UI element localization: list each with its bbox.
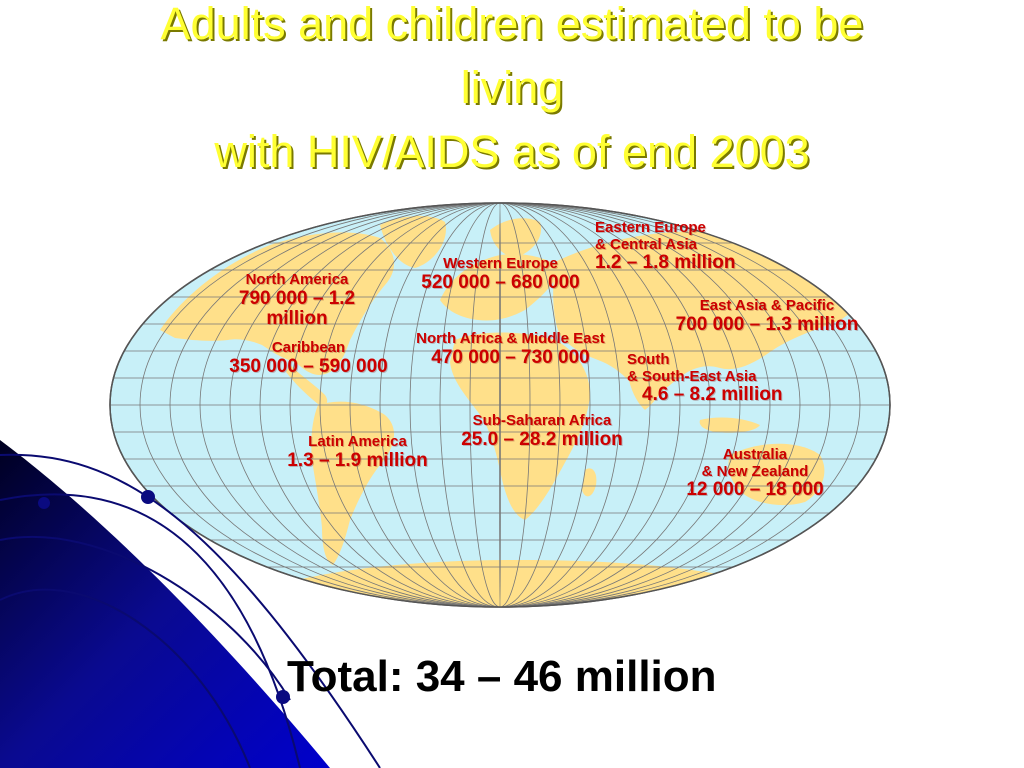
region-name: & South-East Asia — [627, 367, 757, 385]
region-value: 1.2 – 1.8 million — [595, 252, 736, 273]
region-value: 350 000 – 590 000 — [229, 355, 388, 377]
label-sub-saharan-africa: Sub-Saharan Africa 25.0 – 28.2 million — [447, 412, 637, 450]
label-western-europe: Western Europe 520 000 – 680 000 — [408, 255, 593, 293]
region-name: Western Europe — [443, 255, 558, 272]
region-name: & Central Asia — [595, 235, 697, 253]
label-north-america: North America 790 000 – 1.2 million — [222, 271, 372, 330]
label-south-southeast-asia: South & South-East Asia 4.6 – 8.2 millio… — [627, 351, 783, 406]
globe-outline — [109, 202, 891, 608]
wedge-shape — [0, 440, 330, 768]
region-name: Australia — [722, 446, 788, 463]
decor-arc — [0, 493, 301, 768]
region-value: 700 000 – 1.3 million — [675, 313, 859, 335]
region-value: 1.3 – 1.9 million — [287, 449, 428, 471]
region-name: East Asia & Pacific — [699, 297, 835, 314]
landmass-madagascar — [582, 468, 597, 497]
decor-arc — [0, 588, 251, 768]
label-east-asia-pacific: East Asia & Pacific 700 000 – 1.3 millio… — [662, 297, 872, 335]
landmass-central-america — [286, 365, 328, 406]
decor-arc — [0, 535, 291, 701]
landmass-japan — [796, 303, 813, 334]
label-latin-america: Latin America 1.3 – 1.9 million — [275, 433, 440, 471]
label-australia-new-zealand: Australia & New Zealand 12 000 – 18 000 — [675, 446, 835, 501]
region-value: million — [266, 308, 328, 330]
title-line-3: with HIV/AIDS as of end 2003 — [214, 126, 810, 177]
total-estimate: Total: 34 – 46 million — [287, 652, 717, 701]
label-caribbean: Caribbean 350 000 – 590 000 — [216, 339, 401, 377]
region-value: 4.6 – 8.2 million — [642, 384, 783, 405]
region-name: North Africa & Middle East — [416, 330, 605, 347]
page-title: Adults and children estimated to be livi… — [0, 0, 1024, 184]
region-name: & New Zealand — [701, 462, 809, 480]
landmass-asia — [553, 231, 864, 395]
title-line-1: Adults and children estimated to be — [160, 0, 864, 49]
decor-arc — [0, 453, 381, 768]
label-eastern-europe-central-asia: Eastern Europe & Central Asia 1.2 – 1.8 … — [595, 219, 736, 274]
decor-dot — [276, 690, 290, 704]
landmass-india — [628, 358, 668, 410]
region-name: Sub-Saharan Africa — [472, 412, 612, 429]
decor-dot — [38, 497, 50, 509]
landmass-indonesia — [699, 417, 760, 433]
region-name: Caribbean — [271, 339, 346, 356]
landmass-scandinavia — [490, 218, 542, 258]
landmass-europe — [440, 254, 560, 321]
landmass-north-america — [160, 232, 395, 375]
landmass-south-america — [311, 401, 395, 565]
region-value: 12 000 – 18 000 — [686, 479, 824, 500]
region-value: 790 000 – 1.2 — [238, 287, 356, 309]
decor-dot — [141, 490, 155, 504]
region-value: 25.0 – 28.2 million — [461, 428, 623, 450]
region-value: 520 000 – 680 000 — [421, 271, 580, 293]
region-name: South — [627, 351, 670, 368]
landmass-africa — [450, 332, 590, 520]
title-line-2: living — [460, 62, 564, 113]
region-name: Eastern Europe — [595, 219, 706, 236]
region-name: North America — [245, 271, 349, 288]
label-north-africa-middle-east: North Africa & Middle East 470 000 – 730… — [403, 330, 618, 368]
region-name: Latin America — [308, 433, 407, 450]
region-value: 470 000 – 730 000 — [431, 346, 590, 368]
